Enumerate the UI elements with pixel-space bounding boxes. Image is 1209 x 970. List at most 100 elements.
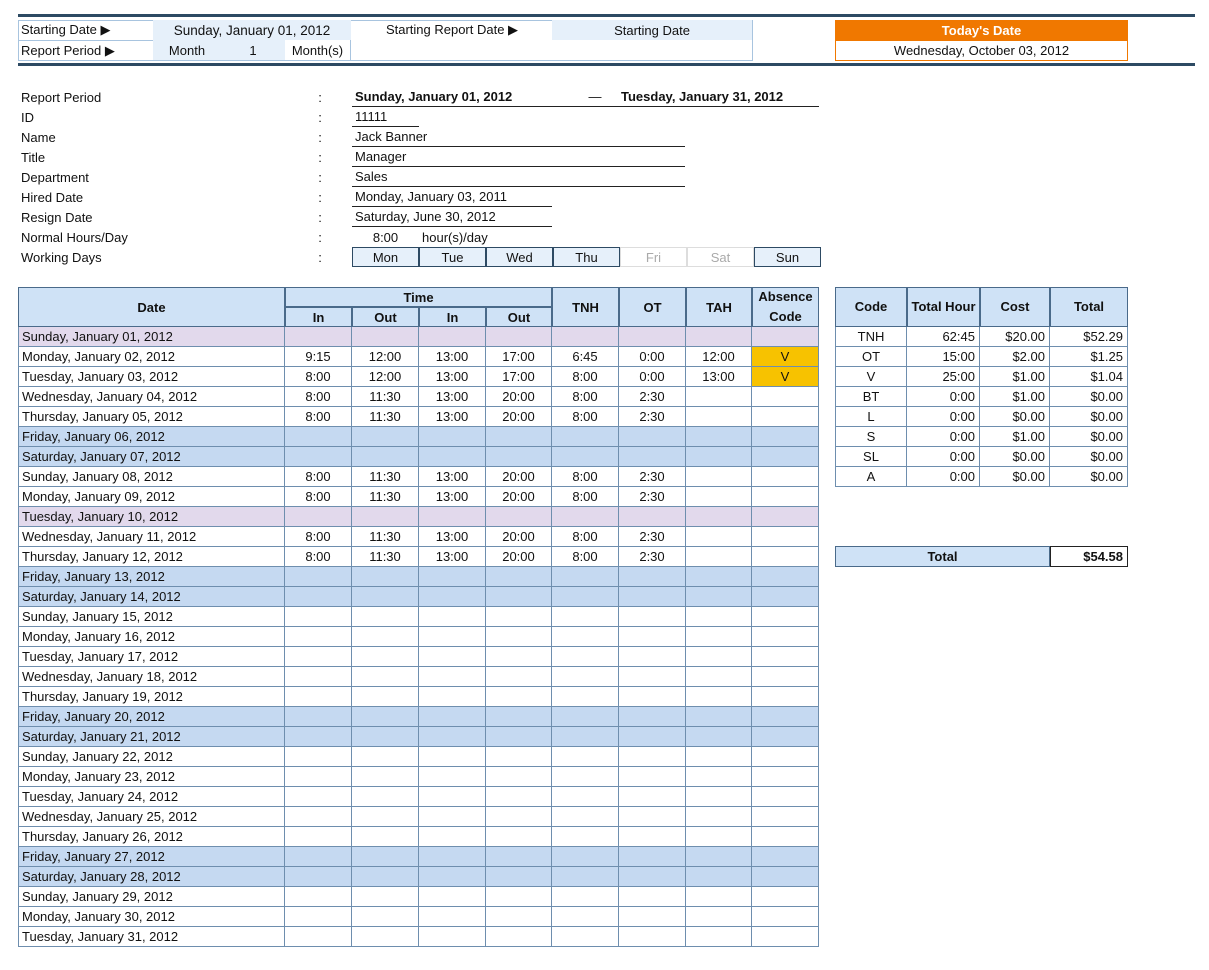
tah-cell[interactable] [686,427,752,447]
tah-cell[interactable] [686,447,752,467]
in2-cell[interactable] [419,567,486,587]
ot-cell[interactable] [619,707,686,727]
tah-cell[interactable] [686,627,752,647]
in1-cell[interactable] [285,767,352,787]
absence-code-cell[interactable] [752,327,819,347]
in1-cell[interactable]: 8:00 [285,387,352,407]
in1-cell[interactable]: 8:00 [285,407,352,427]
period-unit-field[interactable]: Month [153,40,221,60]
ot-cell[interactable] [619,867,686,887]
tnh-cell[interactable] [552,647,619,667]
out2-cell[interactable] [486,587,552,607]
out2-cell[interactable] [486,807,552,827]
out2-cell[interactable]: 17:00 [486,367,552,387]
out2-cell[interactable] [486,907,552,927]
in1-cell[interactable] [285,747,352,767]
in2-cell[interactable] [419,687,486,707]
absence-code-cell[interactable] [752,787,819,807]
absence-code-cell[interactable]: V [752,347,819,367]
in1-cell[interactable] [285,827,352,847]
out1-cell[interactable] [352,787,419,807]
tah-cell[interactable] [686,867,752,887]
out2-cell[interactable] [486,507,552,527]
ot-cell[interactable] [619,767,686,787]
ot-cell[interactable] [619,427,686,447]
in2-cell[interactable] [419,607,486,627]
out1-cell[interactable]: 12:00 [352,367,419,387]
tah-cell[interactable] [686,467,752,487]
out2-cell[interactable]: 20:00 [486,387,552,407]
ot-cell[interactable] [619,727,686,747]
tnh-cell[interactable] [552,447,619,467]
in1-cell[interactable] [285,427,352,447]
out2-cell[interactable]: 20:00 [486,547,552,567]
tnh-cell[interactable]: 8:00 [552,547,619,567]
tah-cell[interactable] [686,847,752,867]
tah-cell[interactable] [686,547,752,567]
out2-cell[interactable] [486,747,552,767]
absence-code-cell[interactable] [752,907,819,927]
tnh-cell[interactable] [552,927,619,947]
tah-cell[interactable] [686,727,752,747]
tah-cell[interactable] [686,667,752,687]
absence-code-cell[interactable] [752,487,819,507]
tnh-cell[interactable] [552,847,619,867]
out1-cell[interactable]: 12:00 [352,347,419,367]
out1-cell[interactable] [352,847,419,867]
out1-cell[interactable] [352,687,419,707]
ot-cell[interactable] [619,847,686,867]
tnh-cell[interactable] [552,567,619,587]
tah-cell[interactable] [686,607,752,627]
ot-cell[interactable]: 0:00 [619,347,686,367]
absence-code-cell[interactable] [752,867,819,887]
out1-cell[interactable]: 11:30 [352,487,419,507]
out2-cell[interactable] [486,607,552,627]
out2-cell[interactable] [486,447,552,467]
tnh-cell[interactable] [552,687,619,707]
in2-cell[interactable] [419,787,486,807]
in2-cell[interactable] [419,427,486,447]
tah-cell[interactable]: 12:00 [686,347,752,367]
tnh-cell[interactable] [552,767,619,787]
in2-cell[interactable] [419,927,486,947]
in1-cell[interactable]: 8:00 [285,527,352,547]
in1-cell[interactable] [285,887,352,907]
title-field[interactable]: Manager [352,147,685,167]
out1-cell[interactable]: 11:30 [352,547,419,567]
out1-cell[interactable] [352,807,419,827]
tah-cell[interactable] [686,647,752,667]
tah-cell[interactable] [686,507,752,527]
in1-cell[interactable] [285,667,352,687]
in2-cell[interactable] [419,727,486,747]
out1-cell[interactable] [352,627,419,647]
in1-cell[interactable] [285,627,352,647]
out2-cell[interactable] [486,847,552,867]
absence-code-cell[interactable] [752,387,819,407]
starting-date-field[interactable]: Sunday, January 01, 2012 [153,20,351,40]
in2-cell[interactable] [419,907,486,927]
tnh-cell[interactable] [552,807,619,827]
out2-cell[interactable] [486,767,552,787]
tnh-cell[interactable] [552,827,619,847]
tah-cell[interactable] [686,407,752,427]
ot-cell[interactable] [619,787,686,807]
tnh-cell[interactable] [552,867,619,887]
absence-code-cell[interactable] [752,767,819,787]
out1-cell[interactable] [352,647,419,667]
tah-cell[interactable] [686,787,752,807]
resign-date-field[interactable]: Saturday, June 30, 2012 [352,207,552,227]
starting-report-field[interactable]: Starting Date [552,20,752,40]
tnh-cell[interactable]: 8:00 [552,487,619,507]
tnh-cell[interactable] [552,707,619,727]
in1-cell[interactable] [285,927,352,947]
out1-cell[interactable] [352,447,419,467]
tah-cell[interactable] [686,907,752,927]
ot-cell[interactable] [619,747,686,767]
in2-cell[interactable] [419,667,486,687]
tnh-cell[interactable]: 8:00 [552,407,619,427]
tah-cell[interactable] [686,887,752,907]
ot-cell[interactable] [619,647,686,667]
out1-cell[interactable] [352,907,419,927]
tnh-cell[interactable] [552,327,619,347]
absence-code-cell[interactable] [752,687,819,707]
